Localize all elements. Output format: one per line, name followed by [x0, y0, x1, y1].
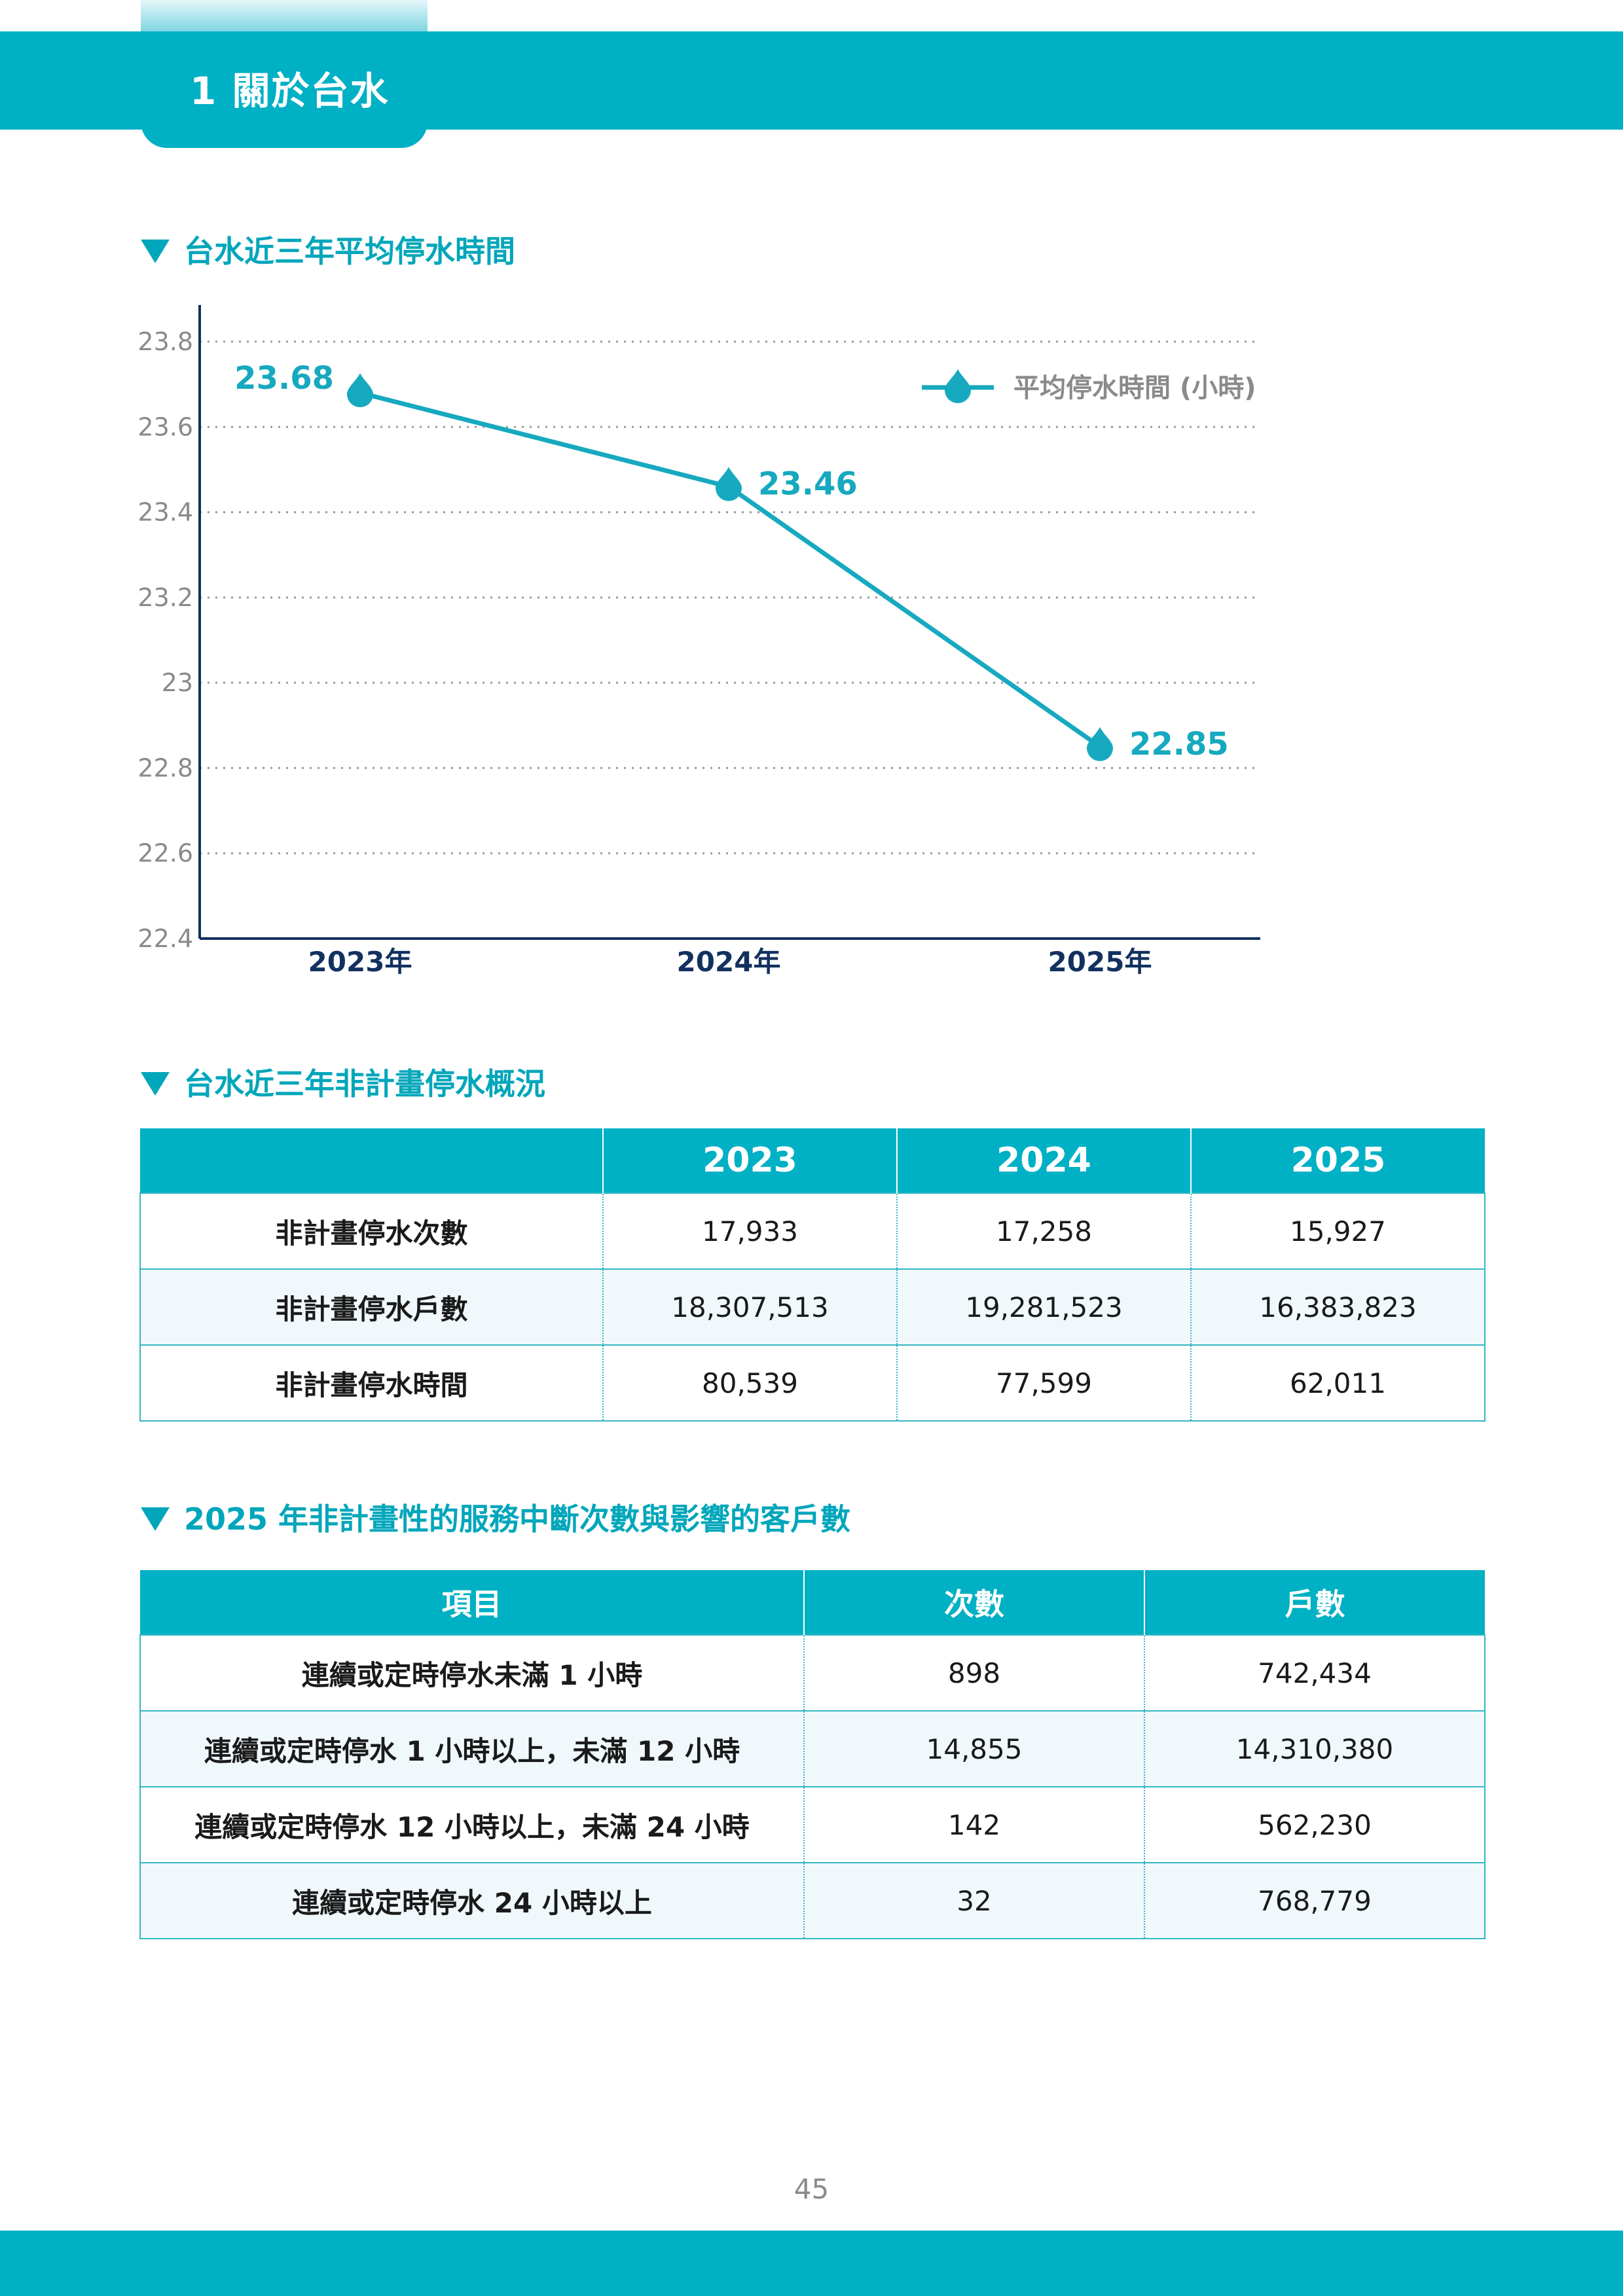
table-cell: 17,258	[896, 1193, 1191, 1269]
table-header-cell: 項目	[140, 1570, 804, 1635]
table-header-cell	[140, 1128, 603, 1193]
y-tick-label: 23	[162, 668, 193, 697]
section-title-unplanned-outage: 台水近三年非計畫停水概況	[141, 1060, 545, 1103]
x-tick-label: 2024年	[677, 946, 781, 978]
triangle-bullet-icon	[141, 239, 170, 263]
section-title-service-interruption: 2025 年非計畫性的服務中斷次數與影響的客戶數	[141, 1496, 850, 1539]
header-accent-tab	[141, 0, 428, 31]
series-line	[359, 390, 1102, 749]
table-cell: 62,011	[1190, 1344, 1486, 1422]
line-chart: 23.8 23.6 23.4 23.2 23 22.8 22.6 22.4 2023年 2024年…	[137, 305, 1260, 978]
table-cell: 17,933	[602, 1193, 897, 1269]
table-cell: 77,599	[896, 1344, 1191, 1422]
table-cell: 14,855	[803, 1710, 1144, 1787]
table-cell: 19,281,523	[896, 1268, 1191, 1345]
row-label: 連續或定時停水 12 小時以上，未滿 24 小時	[139, 1786, 804, 1863]
section-title-text: 台水近三年平均停水時間	[184, 234, 515, 269]
table-header-cell: 2025	[1190, 1128, 1485, 1193]
table-cell: 742,434	[1144, 1634, 1486, 1711]
row-label: 連續或定時停水 1 小時以上，未滿 12 小時	[139, 1710, 804, 1787]
table-header-cell: 戶數	[1144, 1570, 1485, 1635]
table-cell: 14,310,380	[1144, 1710, 1486, 1787]
row-label: 連續或定時停水未滿 1 小時	[139, 1634, 804, 1711]
service-interruption-table: 項目 次數 戶數 連續或定時停水未滿 1 小時 898 742,434 連續或定…	[139, 1570, 1486, 1939]
legend-drop-icon	[945, 369, 971, 403]
row-label: 非計畫停水時間	[139, 1344, 603, 1422]
table-row: 非計畫停水時間 80,539 77,599 62,011	[139, 1344, 1486, 1422]
data-label: 22.85	[1129, 726, 1229, 762]
table-cell: 562,230	[1144, 1786, 1486, 1863]
y-tick-label: 23.4	[137, 498, 193, 527]
table-row: 連續或定時停水 24 小時以上 32 768,779	[139, 1862, 1486, 1939]
table-cell: 18,307,513	[602, 1268, 897, 1345]
data-point-drop-icon	[1087, 726, 1113, 761]
table-row: 連續或定時停水未滿 1 小時 898 742,434	[139, 1634, 1486, 1711]
table-header-cell: 2024	[896, 1128, 1191, 1193]
chapter-title: 1 關於台水	[190, 69, 390, 113]
footer-bar	[0, 2231, 1623, 2296]
y-tick-label: 22.6	[137, 839, 193, 868]
section-title-text: 2025 年非計畫性的服務中斷次數與影響的客戶數	[184, 1501, 851, 1537]
table-header-cell: 2023	[602, 1128, 897, 1193]
y-tick-label: 23.6	[137, 412, 193, 441]
table-cell: 32	[803, 1862, 1144, 1939]
table-cell: 16,383,823	[1190, 1268, 1486, 1345]
row-label: 非計畫停水次數	[139, 1193, 603, 1269]
y-tick-label: 22.8	[137, 753, 193, 782]
y-tick-label: 23.2	[137, 583, 193, 612]
legend-label: 平均停水時間 (小時)	[1013, 373, 1256, 403]
table-row: 非計畫停水戶數 18,307,513 19,281,523 16,383,823	[139, 1268, 1486, 1345]
table-cell: 142	[803, 1786, 1144, 1863]
data-label: 23.68	[234, 360, 334, 397]
y-tick-label: 22.4	[137, 924, 193, 953]
unplanned-outage-table: 2023 2024 2025 非計畫停水次數 17,933 17,258 15,…	[139, 1128, 1486, 1422]
section-title-text: 台水近三年非計畫停水概況	[184, 1066, 545, 1102]
table-cell: 898	[803, 1634, 1144, 1711]
data-point-drop-icon	[716, 467, 742, 501]
data-point-drop-icon	[347, 373, 373, 408]
table-cell: 80,539	[602, 1344, 897, 1422]
x-tick-label: 2025年	[1048, 946, 1152, 978]
data-label: 23.46	[758, 465, 858, 502]
row-label: 非計畫停水戶數	[139, 1268, 603, 1345]
row-label: 連續或定時停水 24 小時以上	[139, 1862, 804, 1939]
table-row: 連續或定時停水 1 小時以上，未滿 12 小時 14,855 14,310,38…	[139, 1710, 1486, 1787]
x-tick-label: 2023年	[308, 946, 412, 978]
table-cell: 768,779	[1144, 1862, 1486, 1939]
section-title-average-outage: 台水近三年平均停水時間	[141, 228, 515, 271]
table-row: 連續或定時停水 12 小時以上，未滿 24 小時 142 562,230	[139, 1786, 1486, 1863]
y-tick-label: 23.8	[137, 327, 193, 356]
page-number: 45	[793, 2173, 830, 2205]
table-header-cell: 次數	[803, 1570, 1144, 1635]
table-cell: 15,927	[1190, 1193, 1486, 1269]
table-row: 非計畫停水次數 17,933 17,258 15,927	[139, 1193, 1486, 1269]
header-tab	[141, 98, 428, 148]
triangle-bullet-icon	[141, 1507, 170, 1531]
triangle-bullet-icon	[141, 1071, 170, 1096]
